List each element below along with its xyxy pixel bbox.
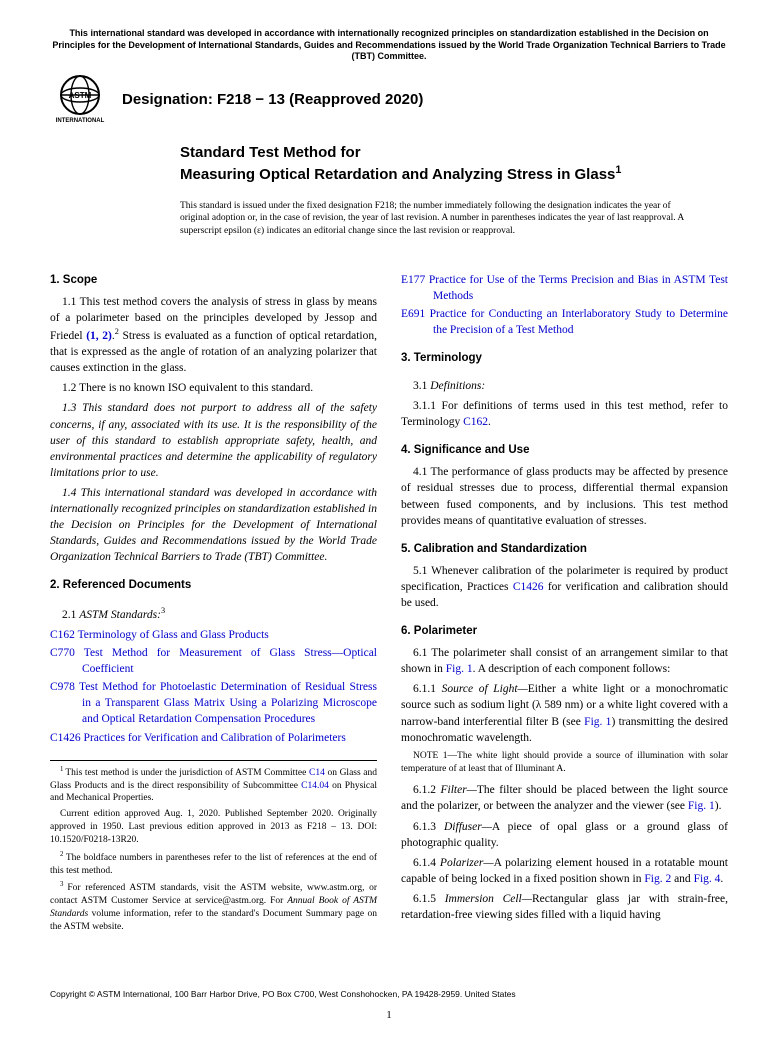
para-6-1: 6.1 The polarimeter shall consist of an … (401, 645, 728, 677)
footnote-1: 1 This test method is under the jurisdic… (50, 765, 377, 806)
fn1-link2[interactable]: C14.04 (301, 781, 329, 791)
section-6-head: 6. Polarimeter (401, 623, 728, 639)
p613-italic: Diffuser— (444, 821, 492, 833)
ref-e177-link[interactable]: E177 (401, 274, 425, 286)
designation: Designation: F218 − 13 (Reapproved 2020) (122, 91, 423, 108)
page-number: 1 (0, 1009, 778, 1021)
top-committee-notice: This international standard was develope… (50, 28, 728, 63)
title-footnote-ref: 1 (615, 164, 621, 176)
para-6-1-3: 6.1.3 Diffuser—A piece of opal glass or … (401, 819, 728, 851)
ref-e177-text[interactable]: Practice for Use of the Terms Precision … (425, 274, 728, 302)
para-1-2: 1.2 There is no known ISO equivalent to … (50, 380, 377, 396)
para-4-1: 4.1 The performance of glass products ma… (401, 464, 728, 528)
section-2-head: 2. Referenced Documents (50, 577, 377, 593)
fn1-a: This test method is under the jurisdicti… (65, 768, 309, 778)
title-line-1: Standard Test Method for (180, 143, 708, 163)
left-column: 1. Scope 1.1 This test method covers the… (50, 260, 377, 937)
p614-mid: and (671, 873, 693, 885)
para-1-1: 1.1 This test method covers the analysis… (50, 294, 377, 376)
p614-link2[interactable]: Fig. 4 (694, 873, 721, 885)
note1-lead: NOTE 1— (413, 751, 457, 761)
ref-c1426-text[interactable]: Practices for Verification and Calibrati… (81, 732, 346, 744)
ref-c1426-link[interactable]: C1426 (50, 732, 81, 744)
para-5-1: 5.1 Whenever calibration of the polarime… (401, 563, 728, 611)
note-1: NOTE 1—The white light should provide a … (401, 750, 728, 777)
p615-italic: Immersion Cell— (445, 893, 532, 905)
ref-c770-text[interactable]: Test Method for Measurement of Glass Str… (75, 647, 377, 675)
p311-a: 3.1.1 For definitions of terms used in t… (401, 400, 728, 428)
p614-b: . (720, 873, 723, 885)
p51-link[interactable]: C1426 (513, 581, 544, 593)
para-2-1: 2.1 ASTM Standards:3 (50, 605, 377, 623)
para-1-4: 1.4 This international standard was deve… (50, 485, 377, 565)
two-column-body: 1. Scope 1.1 This test method covers the… (50, 260, 728, 937)
footnote-3: 3 For referenced ASTM standards, visit t… (50, 880, 377, 933)
p615-lead: 6.1.5 (413, 893, 445, 905)
ref-c978-link[interactable]: C978 (50, 681, 75, 693)
p311-link[interactable]: C162 (463, 416, 488, 428)
p31-italic: Definitions: (430, 380, 485, 392)
p31-label: 3.1 (413, 380, 430, 392)
p21-label: 2.1 (62, 609, 79, 621)
ref-e691-link[interactable]: E691 (401, 308, 425, 320)
p612-link[interactable]: Fig. 1 (688, 800, 715, 812)
svg-text:ASTM: ASTM (69, 91, 92, 100)
ref-c162-link[interactable]: C162 (50, 629, 75, 641)
astm-logo: ASTM INTERNATIONAL (50, 73, 110, 125)
p611-link[interactable]: Fig. 1 (584, 716, 611, 728)
ref-e691: E691 Practice for Conducting an Interlab… (401, 306, 728, 338)
section-3-head: 3. Terminology (401, 350, 728, 366)
ref-e691-text[interactable]: Practice for Conducting an Interlaborato… (425, 308, 728, 336)
p611-italic: Source of Light— (442, 683, 528, 695)
svg-text:INTERNATIONAL: INTERNATIONAL (56, 118, 105, 124)
section-1-head: 1. Scope (50, 272, 377, 288)
p61-link[interactable]: Fig. 1 (446, 663, 473, 675)
title-line-2: Measuring Optical Retardation and Analyz… (180, 163, 708, 185)
ref-c1426: C1426 Practices for Verification and Cal… (50, 730, 377, 746)
copyright-line: Copyright © ASTM International, 100 Barr… (50, 989, 728, 999)
footnotes: 1 This test method is under the jurisdic… (50, 760, 377, 934)
para-6-1-4: 6.1.4 Polarizer—A polarizing element hou… (401, 855, 728, 887)
p614-link1[interactable]: Fig. 2 (644, 873, 671, 885)
header-row: ASTM INTERNATIONAL Designation: F218 − 1… (50, 73, 728, 125)
ref-c770: C770 Test Method for Measurement of Glas… (50, 645, 377, 677)
footnote-2: 2 The boldface numbers in parentheses re… (50, 850, 377, 878)
fn1-link1[interactable]: C14 (309, 768, 325, 778)
para-3-1: 3.1 Definitions: (401, 378, 728, 394)
p613-lead: 6.1.3 (413, 821, 444, 833)
ref-c162-text[interactable]: Terminology of Glass and Glass Products (75, 629, 269, 641)
p612-b: ). (715, 800, 722, 812)
para-1-3: 1.3 This standard does not purport to ad… (50, 400, 377, 480)
p614-italic: Polarizer— (440, 857, 494, 869)
issuance-note: This standard is issued under the fixed … (180, 200, 698, 238)
ref-c978: C978 Test Method for Photoelastic Determ… (50, 679, 377, 727)
p21-sup: 3 (161, 606, 165, 615)
fn2-text: The boldface numbers in parentheses refe… (50, 853, 377, 876)
ref-c162: C162 Terminology of Glass and Glass Prod… (50, 627, 377, 643)
para-6-1-1: 6.1.1 Source of Light—Either a white lig… (401, 681, 728, 745)
ref-c770-link[interactable]: C770 (50, 647, 75, 659)
p61-b: . A description of each component follow… (473, 663, 671, 675)
para-3-1-1: 3.1.1 For definitions of terms used in t… (401, 398, 728, 430)
section-5-head: 5. Calibration and Standardization (401, 541, 728, 557)
p612-italic: Filter— (440, 784, 476, 796)
page: This international standard was develope… (0, 0, 778, 1041)
section-4-head: 4. Significance and Use (401, 442, 728, 458)
title-main: Measuring Optical Retardation and Analyz… (180, 166, 615, 183)
para-6-1-2: 6.1.2 Filter—The filter should be placed… (401, 782, 728, 814)
p612-lead: 6.1.2 (413, 784, 440, 796)
para-6-1-5: 6.1.5 Immersion Cell—Rectangular glass j… (401, 891, 728, 923)
ref-e177: E177 Practice for Use of the Terms Preci… (401, 272, 728, 304)
p11-refs-link[interactable]: (1, 2) (86, 330, 112, 342)
p311-b: . (488, 416, 491, 428)
ref-c978-text[interactable]: Test Method for Photoelastic Determinati… (75, 681, 377, 725)
p21-italic: ASTM Standards: (79, 609, 161, 621)
right-column: E177 Practice for Use of the Terms Preci… (401, 260, 728, 937)
title-block: Standard Test Method for Measuring Optic… (180, 143, 708, 186)
fn3-b: volume information, refer to the standar… (50, 909, 377, 932)
p611-lead: 6.1.1 (413, 683, 442, 695)
p614-lead: 6.1.4 (413, 857, 440, 869)
footnote-1-edition: Current edition approved Aug. 1, 2020. P… (50, 808, 377, 846)
